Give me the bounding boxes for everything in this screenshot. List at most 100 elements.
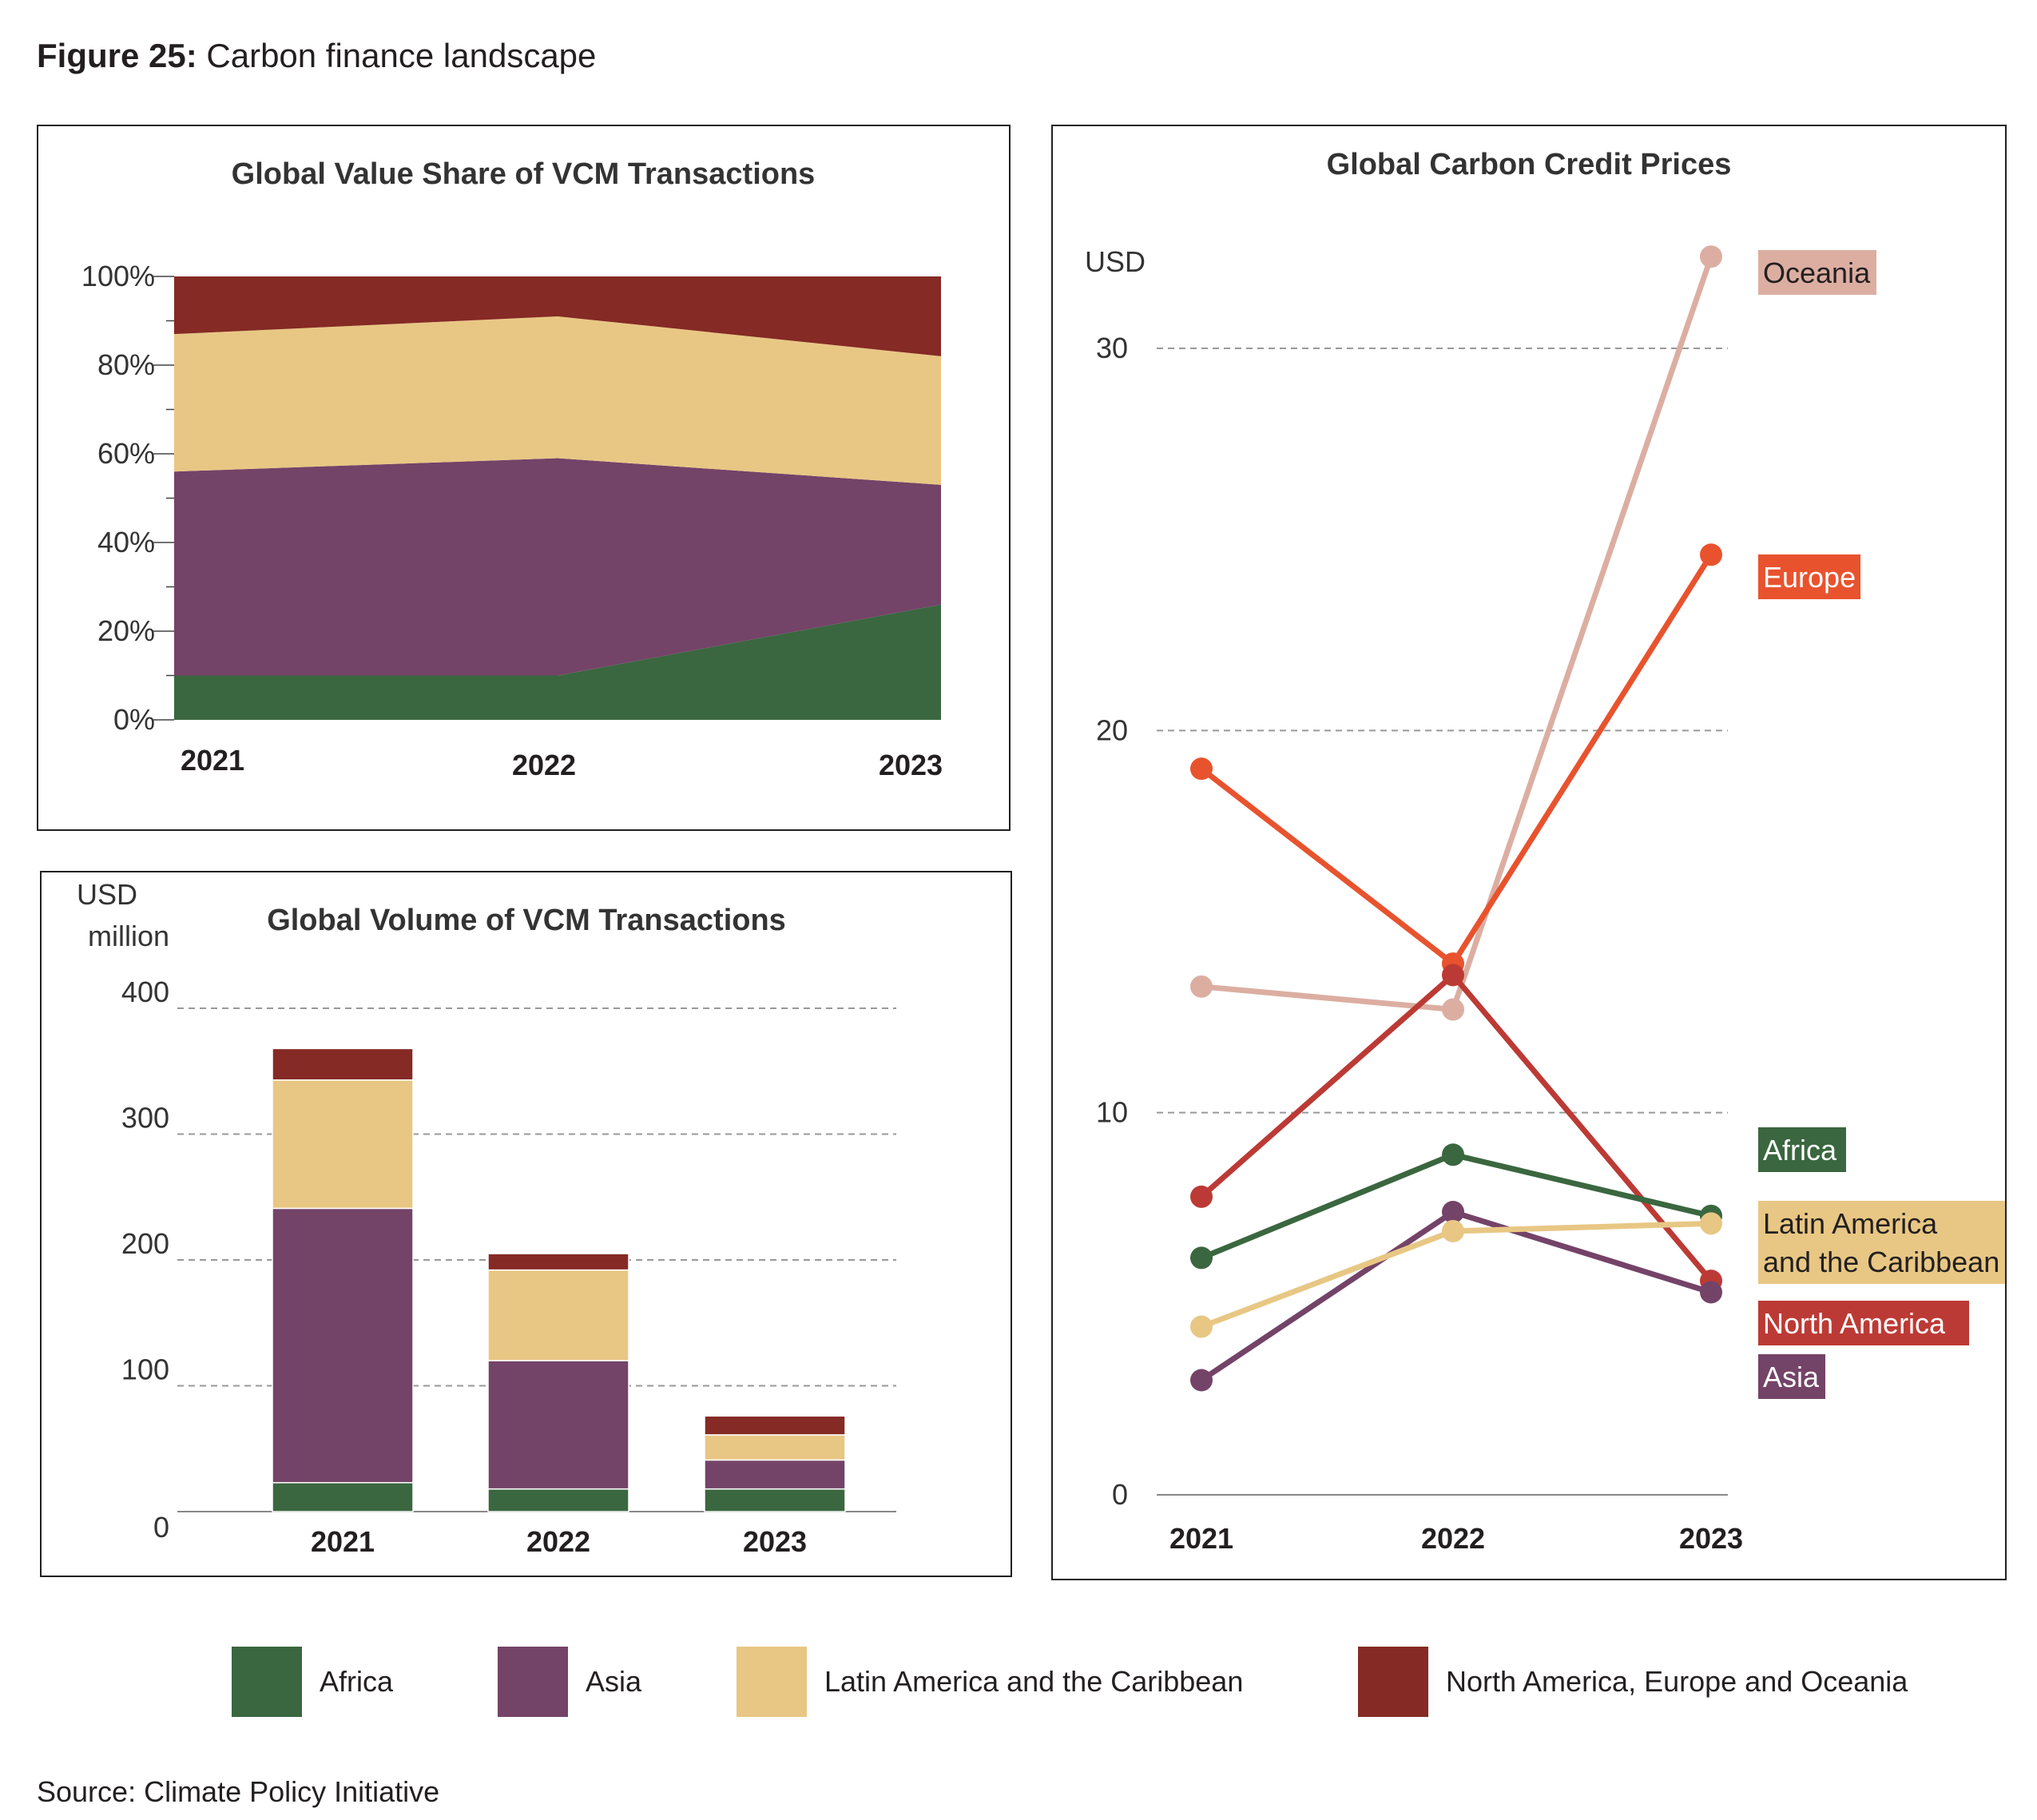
x-tick-label: 2022 bbox=[512, 749, 576, 781]
series-label-bg bbox=[1758, 250, 1876, 295]
series-label-text: Africa bbox=[1763, 1134, 1837, 1166]
point-north-america-2022 bbox=[1442, 964, 1464, 987]
bar-africa-2023 bbox=[704, 1488, 846, 1512]
point-africa-2021 bbox=[1190, 1246, 1213, 1270]
point-latin-america-and-the-caribbean-2022 bbox=[1442, 1219, 1464, 1242]
point-oceania-2023 bbox=[1700, 245, 1722, 268]
bar-north-america-europe-and-oceania-2021 bbox=[272, 1047, 414, 1081]
y-tick-label: 20 bbox=[1096, 713, 1128, 746]
bar-latin-america-and-the-caribbean-2023 bbox=[704, 1434, 846, 1461]
line-europe bbox=[1199, 553, 1713, 967]
point-oceania-2022 bbox=[1442, 998, 1464, 1021]
y-tick-label: 0 bbox=[1112, 1478, 1128, 1511]
figure-title: Figure 25: Carbon finance landscape bbox=[37, 37, 597, 74]
y-tick-label: 100 bbox=[121, 1353, 169, 1386]
series-label-text: Oceania bbox=[1763, 256, 1871, 289]
bar-africa-2022 bbox=[487, 1488, 629, 1512]
series-label-text: Latin America bbox=[1763, 1207, 1938, 1240]
point-asia-2021 bbox=[1190, 1369, 1213, 1392]
bar-latin-america-and-the-caribbean-2021 bbox=[272, 1079, 414, 1210]
source-note: Source: Climate Policy Initiative bbox=[37, 1775, 440, 1808]
x-tick-label: 2023 bbox=[879, 749, 943, 781]
bar-asia-2021 bbox=[272, 1207, 414, 1484]
legend-item-asia: Asia bbox=[498, 1646, 641, 1718]
x-tick-label: 2021 bbox=[311, 1525, 375, 1558]
series-label-bg bbox=[1758, 1354, 1825, 1399]
value-share-panel: Global Value Share of VCM Transactions 0%… bbox=[37, 125, 1011, 831]
y-tick-label: 200 bbox=[121, 1227, 169, 1260]
series-label-bg bbox=[1758, 1127, 1846, 1172]
chart-title: Global Value Share of VCM Transactions bbox=[232, 157, 816, 191]
y-tick-label: 80% bbox=[97, 348, 155, 381]
legend-swatch-africa bbox=[232, 1647, 302, 1717]
series-label-north-america: North America bbox=[1758, 1301, 1969, 1345]
x-tick-label: 2023 bbox=[743, 1525, 807, 1558]
y-tick-label: 40% bbox=[97, 526, 155, 558]
chart-title: Global Carbon Credit Prices bbox=[1327, 148, 1732, 181]
series-label-bg bbox=[1758, 554, 1860, 599]
series-label-latin-america-and-the-caribbean: Latin America and the Caribbean bbox=[1758, 1201, 2005, 1284]
x-tick-label: 2021 bbox=[1169, 1522, 1233, 1555]
series-label-text: Asia bbox=[1763, 1361, 1820, 1393]
point-asia-2023 bbox=[1700, 1281, 1722, 1304]
y-tick-label: 60% bbox=[97, 437, 155, 470]
y-tick-label: 400 bbox=[121, 976, 169, 1008]
prices-panel: Global Carbon Credit Prices USD 0 10 20 30 Oce… bbox=[1051, 125, 2007, 1580]
point-europe-2021 bbox=[1190, 757, 1213, 781]
point-asia-2022 bbox=[1442, 1201, 1464, 1224]
bar-latin-america-and-the-caribbean-2022 bbox=[487, 1269, 629, 1361]
legend-label: Asia bbox=[586, 1665, 642, 1698]
y-tick-label: 100% bbox=[81, 260, 155, 292]
legend-swatch-latam bbox=[737, 1647, 807, 1717]
y-tick-label: 20% bbox=[97, 614, 155, 647]
x-tick-label: 2022 bbox=[526, 1525, 590, 1558]
y-axis-label: million bbox=[88, 920, 169, 952]
series-label-bg bbox=[1758, 1201, 2005, 1284]
legend-item-africa: Africa bbox=[232, 1646, 393, 1718]
y-tick-label: 30 bbox=[1096, 332, 1128, 364]
bar-asia-2023 bbox=[704, 1459, 846, 1490]
bar-north-america-europe-and-oceania-2022 bbox=[487, 1253, 629, 1271]
series-label-africa: Africa bbox=[1758, 1127, 1846, 1172]
point-north-america-2021 bbox=[1190, 1185, 1213, 1208]
series-label-text: and the Caribbean bbox=[1763, 1246, 1999, 1278]
legend-label: North America, Europe and Oceania bbox=[1446, 1665, 1908, 1698]
point-europe-2023 bbox=[1700, 543, 1722, 566]
area-latin-america-and-the-caribbean bbox=[174, 316, 941, 485]
series-label-bg bbox=[1758, 1301, 1969, 1345]
legend-swatch-asia bbox=[498, 1647, 568, 1717]
area-africa bbox=[174, 604, 941, 720]
value-share-area-chart: Global Value Share of VCM Transactions 0%… bbox=[81, 157, 943, 781]
series-label-oceania: Oceania bbox=[1758, 250, 1876, 295]
bar-north-america-europe-and-oceania-2023 bbox=[704, 1415, 846, 1436]
chart-title: Global Volume of VCM Transactions bbox=[267, 904, 786, 937]
point-latin-america-and-the-caribbean-2023 bbox=[1700, 1212, 1722, 1235]
y-tick-label: 10 bbox=[1096, 1096, 1128, 1129]
x-tick-label: 2021 bbox=[181, 744, 244, 777]
x-tick-label: 2023 bbox=[1679, 1522, 1743, 1555]
y-axis-label: USD bbox=[77, 878, 137, 911]
y-tick-label: 0 bbox=[153, 1511, 169, 1544]
area-asia bbox=[174, 458, 941, 676]
bar-asia-2022 bbox=[487, 1360, 629, 1490]
legend-swatch-na-eu-oceania bbox=[1358, 1647, 1428, 1717]
series-label-text: North America bbox=[1763, 1307, 1946, 1340]
volume-panel: Global Volume of VCM Transactions USD mill… bbox=[40, 871, 1012, 1577]
x-tick-label: 2022 bbox=[1421, 1522, 1485, 1555]
point-oceania-2021 bbox=[1190, 975, 1213, 998]
series-label-asia: Asia bbox=[1758, 1354, 1825, 1399]
y-tick-label: 300 bbox=[121, 1102, 169, 1135]
legend-item-latam: Latin America and the Caribbean bbox=[737, 1646, 1243, 1718]
legend-item-na-eu-oceania: North America, Europe and Oceania bbox=[1358, 1646, 1908, 1718]
legend: Africa Asia Latin America and the Caribb… bbox=[232, 1646, 1989, 1718]
legend-label: Africa bbox=[320, 1665, 394, 1698]
series-label-europe: Europe bbox=[1758, 554, 1860, 599]
point-africa-2022 bbox=[1442, 1143, 1464, 1166]
y-tick-label: 0% bbox=[113, 703, 155, 736]
legend-label: Latin America and the Caribbean bbox=[824, 1665, 1244, 1698]
y-axis-label: USD bbox=[1085, 245, 1146, 278]
bar-africa-2021 bbox=[272, 1482, 414, 1512]
point-latin-america-and-the-caribbean-2021 bbox=[1190, 1315, 1213, 1338]
carbon-price-line-chart: Global Carbon Credit Prices USD 0 10 20 30 Oce… bbox=[1085, 148, 2005, 1555]
volume-stacked-bar-chart: Global Volume of VCM Transactions USD mill… bbox=[77, 878, 896, 1558]
